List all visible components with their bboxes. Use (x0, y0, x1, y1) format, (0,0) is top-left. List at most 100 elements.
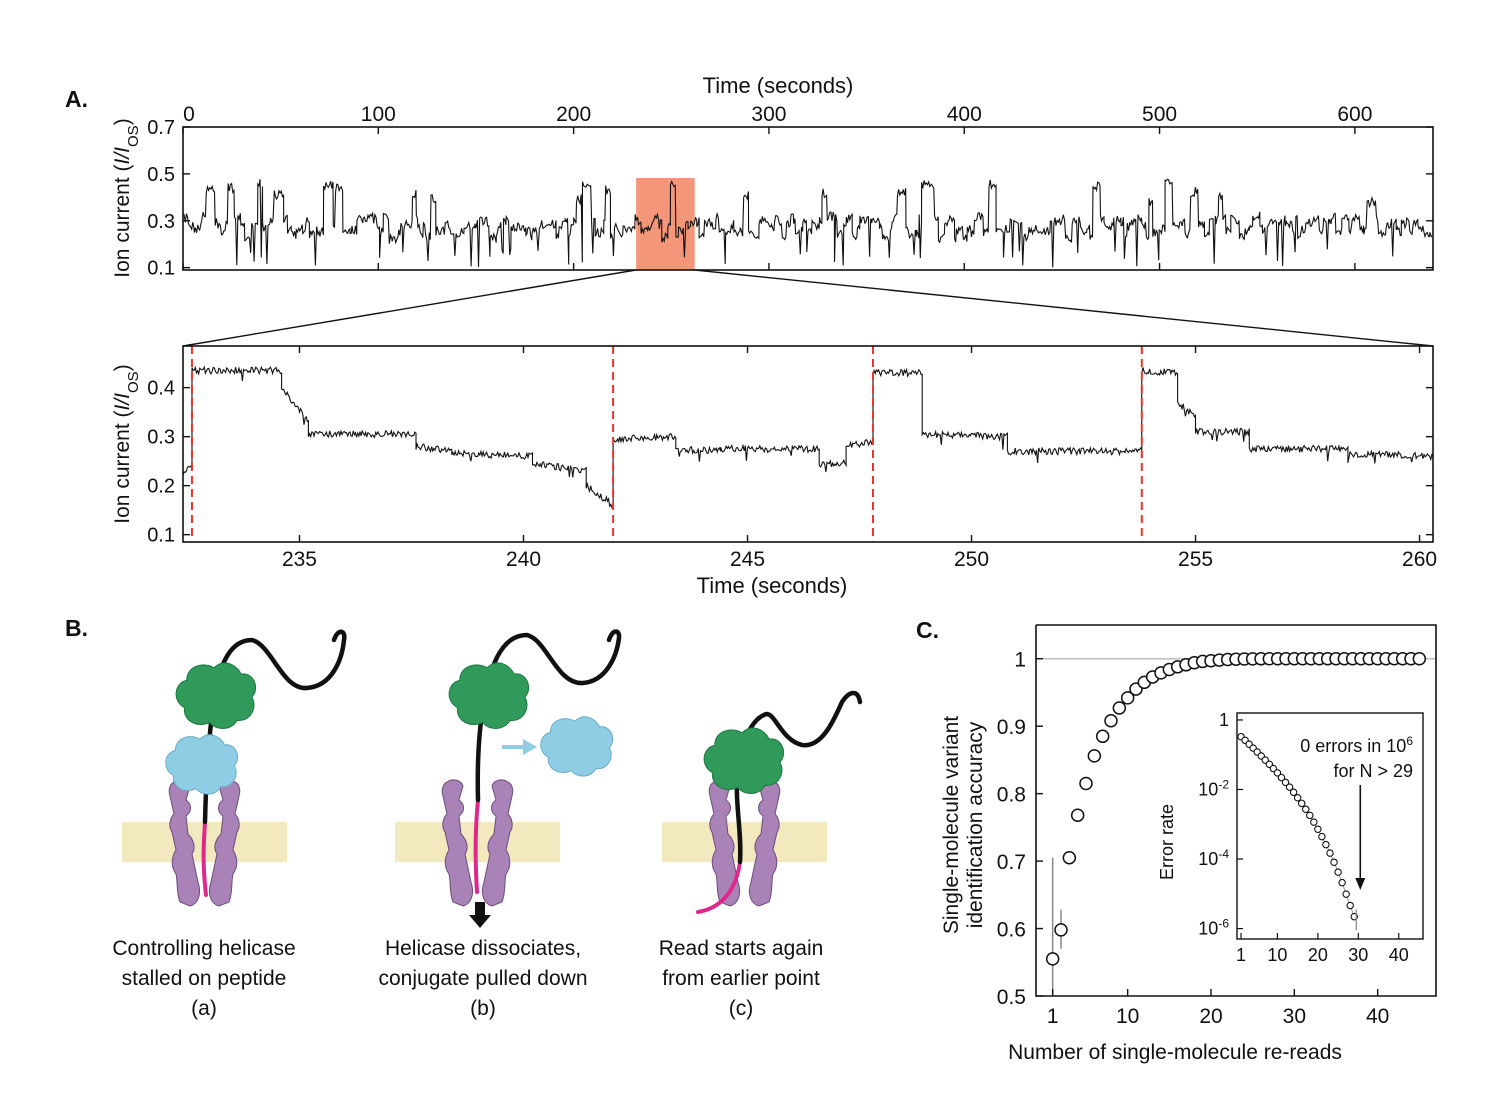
accuracy-point (1087, 749, 1102, 763)
accuracy-y-tick-label: 1 (1014, 649, 1026, 672)
top-x-tick-label: 0 (183, 103, 195, 126)
peptide-strand-icon (473, 798, 480, 894)
caption-c-line1: Read starts again (658, 937, 824, 960)
accuracy-point (1095, 729, 1110, 744)
inset-error-point (1281, 778, 1290, 787)
caption-a-line2: stalled on peptide (121, 967, 287, 990)
inset-error-point (1334, 868, 1342, 876)
accuracy-chart: Number of single-molecule re-reads Singl… (940, 624, 1437, 1064)
inset-error-point (1342, 890, 1350, 898)
schematic-scene-c (662, 690, 863, 914)
caption-b-line2: conjugate pulled down (378, 967, 588, 990)
zoom-trace-chart: Time (seconds) Ion current (I/IOS) 235 24… (111, 345, 1437, 598)
accuracy-y-tick-label: 0.9 (997, 716, 1026, 739)
zoom-x-tick-label: 245 (730, 548, 765, 571)
pore-right-icon (748, 779, 781, 907)
accuracy-point (1062, 850, 1077, 865)
blocking-protein-icon (540, 716, 614, 777)
top-trace-chart: Time (seconds) Ion current (I/IOS) 0 100 2… (111, 73, 1434, 280)
accuracy-x-tick-label: 40 (1366, 1005, 1389, 1028)
inset-error-point (1297, 799, 1306, 808)
inset-error-point (1326, 849, 1334, 857)
inset-error-point (1346, 901, 1354, 910)
inset-error-point (1301, 805, 1310, 814)
zoom-connector-lines (182, 269, 1434, 347)
inset-y-tick-label: 10-4 (1198, 847, 1229, 869)
top-y-tick-label: 0.3 (147, 211, 175, 233)
inset-x-tick-label: 40 (1389, 945, 1409, 965)
pore-right-icon (481, 779, 514, 907)
accuracy-point (1079, 776, 1093, 791)
pore-left-icon (441, 779, 474, 907)
inset-error-point (1322, 840, 1330, 849)
accuracy-y-tick-label: 0.8 (997, 784, 1026, 807)
caption-b-line1: Helicase dissociates, (384, 937, 582, 960)
inset-error-point (1318, 832, 1326, 841)
pore-right-icon (208, 779, 241, 907)
caption-c-label: (c) (728, 997, 754, 1020)
top-x-axis-label: Time (seconds) (703, 73, 854, 98)
inset-y-axis-label: Error rate (1157, 804, 1177, 880)
membrane-icon (662, 822, 827, 862)
top-current-trace (182, 178, 1433, 268)
helicase-icon (703, 727, 785, 794)
caption-a-line1: Controlling helicase (112, 937, 296, 960)
top-y-tick-label: 0.1 (147, 258, 175, 280)
accuracy-x-axis-label: Number of single-molecule re-reads (1008, 1041, 1342, 1064)
pull-down-arrow-icon (469, 902, 491, 928)
pore-left-icon (168, 779, 201, 907)
caption-a-label: (a) (191, 997, 217, 1020)
inset-error-point (1285, 783, 1294, 791)
zoom-x-tick-label: 255 (1178, 548, 1213, 571)
mechanism-schematic (122, 629, 863, 928)
zoom-y-tick-label: 0.3 (147, 427, 175, 449)
schematic-scene-b (395, 629, 622, 928)
zoom-x-tick-label: 260 (1402, 548, 1437, 571)
inset-x-tick-label: 1 (1236, 945, 1246, 965)
zoom-current-trace (182, 365, 1434, 509)
caption-c: Read starts again from earlier point (c) (576, 934, 906, 1024)
inset-error-point (1338, 878, 1346, 887)
pore-left-icon (708, 779, 741, 907)
top-plot-frame (182, 126, 1434, 271)
zoom-connector-left (182, 269, 637, 347)
accuracy-y-tick-label: 0.6 (997, 919, 1026, 942)
zoom-y-axis-label: Ion current (I/IOS) (111, 364, 142, 523)
accuracy-point (1112, 701, 1127, 715)
inset-error-point (1273, 769, 1282, 777)
accuracy-x-tick-label: 30 (1283, 1005, 1306, 1028)
panel-label-a: A. (65, 86, 88, 112)
caption-b-label: (b) (470, 997, 496, 1020)
blocking-protein-icon (165, 734, 239, 795)
zoom-x-tick-label: 240 (506, 548, 541, 571)
inset-y-tick-label: 10-2 (1198, 777, 1229, 799)
schematic-scene-a (122, 629, 347, 907)
accuracy-plot-frame (1035, 624, 1437, 997)
accuracy-x-tick-label: 20 (1199, 1005, 1222, 1028)
accuracy-y-tick-label: 0.5 (997, 986, 1026, 1009)
inset-error-point (1306, 811, 1314, 820)
inset-arrow-head-icon (1355, 878, 1366, 890)
helicase-icon (448, 662, 530, 729)
peptide-strand-icon (696, 860, 742, 914)
caption-a: Controlling helicase stalled on peptide … (39, 934, 369, 1024)
top-y-tick-label: 0.7 (147, 117, 175, 139)
inset-y-tick-label: 1 (1219, 710, 1229, 730)
caption-c-line2: from earlier point (662, 967, 820, 990)
caption-b: Helicase dissociates, conjugate pulled d… (318, 934, 648, 1024)
inset-x-tick-label: 30 (1348, 945, 1368, 965)
inset-error-point (1293, 793, 1302, 802)
accuracy-point (1120, 691, 1135, 705)
inset-y-tick-label: 10-6 (1198, 917, 1229, 939)
top-x-tick-label: 200 (556, 103, 591, 126)
inset-error-point (1310, 818, 1318, 826)
accuracy-point (1045, 952, 1060, 966)
dissociation-arrow-icon (502, 739, 537, 755)
panel-label-c: C. (916, 617, 939, 643)
zoom-connector-right (694, 269, 1434, 347)
top-x-tick-label: 500 (1142, 103, 1177, 126)
zoom-x-tick-label: 250 (954, 548, 989, 571)
accuracy-x-tick-label: 10 (1116, 1005, 1139, 1028)
